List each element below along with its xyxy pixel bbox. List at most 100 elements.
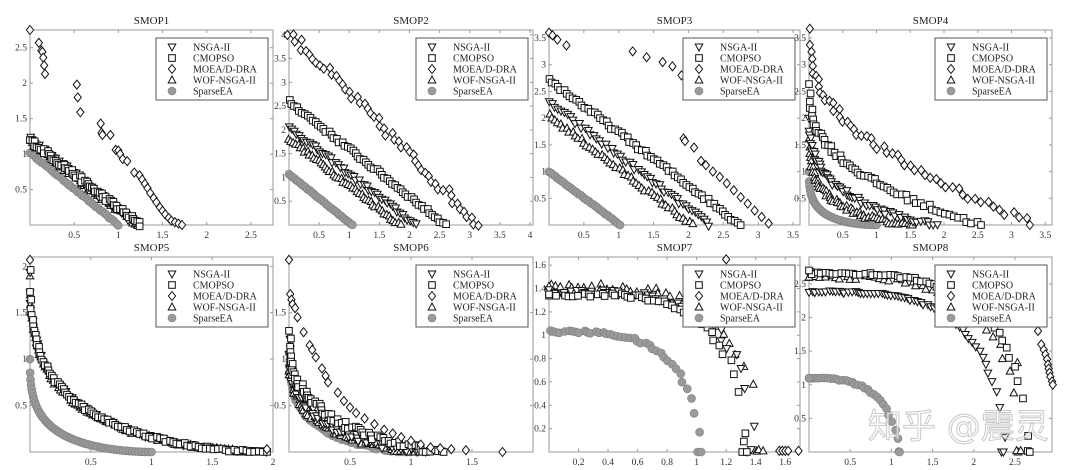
- data-point: [290, 302, 300, 314]
- x-tick-label: 0.5: [844, 458, 856, 468]
- data-point: [548, 30, 557, 41]
- data-point: [396, 431, 406, 443]
- legend-entry: WOF-NSGA-II: [167, 301, 256, 314]
- data-point: [900, 277, 910, 287]
- legend-entry: NSGA-II: [167, 43, 230, 54]
- legend-label: WOF-NSGA-II: [453, 76, 516, 87]
- subplot-smop2: SMOP2 0.5 1 1.5 2 2.5 3 3.5 4 0.5 1 1.5 2 2.5 3 3.5 4 NSG…: [274, 15, 534, 241]
- data-point: [842, 187, 852, 196]
- data-point: [718, 350, 727, 359]
- data-point: [665, 291, 675, 300]
- axes-box: [808, 256, 1053, 453]
- series-sparseea: [546, 326, 706, 457]
- x-tick-label: 1: [347, 231, 352, 241]
- data-point: [287, 334, 295, 343]
- legend-label: MOEA/D-DRA: [720, 292, 785, 303]
- data-point: [668, 61, 677, 72]
- legend-marker-icon: [946, 63, 956, 75]
- y-tick-label: 0.5: [794, 194, 806, 204]
- legend-label: CMOPSO: [720, 281, 761, 292]
- data-point: [910, 164, 919, 176]
- y-tick-label: 3: [801, 61, 806, 71]
- data-point: [661, 287, 671, 297]
- legend-marker-icon: [946, 86, 956, 96]
- legend-marker-icon: [694, 301, 704, 311]
- y-tick-label: 1.6: [534, 261, 546, 271]
- data-point: [879, 274, 889, 284]
- data-point: [562, 40, 571, 51]
- x-tick-label: 1: [616, 231, 621, 241]
- x-tick-label: 2: [204, 231, 209, 241]
- data-point: [749, 422, 759, 432]
- y-tick-label: 2: [801, 114, 806, 124]
- data-point: [339, 395, 349, 407]
- data-point: [98, 129, 107, 141]
- y-tick-label: 0.5: [534, 194, 546, 204]
- legend-label: CMOPSO: [972, 54, 1013, 65]
- series-sparseea: [804, 167, 881, 230]
- legend-entry: SparseEA: [427, 314, 494, 325]
- x-tick-label: 0.4: [602, 458, 614, 468]
- x-tick-label: 1: [889, 458, 894, 468]
- data-point: [672, 195, 683, 204]
- subplot-title: SMOP7: [657, 242, 693, 254]
- legend-marker-icon: [167, 290, 177, 302]
- series-sparseea: [544, 167, 625, 230]
- legend-entry: NSGA-II: [427, 43, 490, 54]
- data-point: [96, 118, 105, 129]
- plot-area: [25, 254, 272, 458]
- y-tick-label: 1: [22, 150, 27, 160]
- data-point: [436, 442, 445, 454]
- x-tick-label: 0.5: [344, 458, 356, 468]
- data-point: [1014, 212, 1024, 223]
- data-point: [390, 204, 401, 214]
- legend-label: NSGA-II: [453, 43, 490, 54]
- legend-marker-icon: [947, 54, 955, 62]
- legend-label: WOF-NSGA-II: [453, 303, 516, 314]
- data-point: [736, 221, 745, 229]
- data-point: [1005, 354, 1013, 362]
- data-point: [1033, 325, 1043, 337]
- data-point: [461, 444, 471, 456]
- data-point: [1025, 448, 1034, 456]
- data-point: [327, 69, 336, 80]
- data-point: [709, 336, 717, 345]
- data-point: [586, 292, 595, 301]
- legend-label: CMOPSO: [453, 54, 494, 65]
- y-tick-label: 1: [22, 355, 27, 365]
- data-point: [816, 163, 826, 173]
- y-tick-label: 0.5: [15, 186, 27, 196]
- legend-marker-icon: [427, 63, 437, 75]
- data-point: [893, 434, 903, 443]
- data-point: [390, 134, 399, 145]
- data-point: [73, 92, 82, 103]
- x-tick-label: 1: [874, 231, 879, 241]
- y-tick-label: 1: [281, 355, 286, 365]
- y-tick-label: 2.5: [274, 102, 286, 112]
- data-point: [607, 145, 617, 154]
- data-point: [925, 172, 935, 184]
- legend-entry: NSGA-II: [427, 270, 490, 281]
- data-point: [311, 351, 321, 363]
- series-sparseea: [25, 148, 123, 230]
- data-point: [895, 447, 904, 457]
- data-point: [379, 424, 389, 436]
- data-point: [283, 29, 292, 41]
- data-point: [27, 295, 35, 304]
- y-tick-label: 0.4: [534, 401, 546, 411]
- x-tick-label: 2.5: [717, 231, 729, 241]
- plot-area: [25, 24, 187, 231]
- series-nsga-ii: [544, 98, 714, 231]
- data-point: [963, 193, 972, 205]
- data-point: [396, 219, 406, 228]
- data-point: [353, 437, 363, 447]
- data-point: [442, 220, 450, 229]
- data-point: [285, 327, 293, 335]
- data-point: [757, 211, 766, 223]
- legend-marker-icon: [946, 301, 956, 311]
- y-tick-label: 2.5: [15, 44, 27, 54]
- legend-entry: WOF-NSGA-II: [694, 301, 783, 314]
- plot-area: [544, 27, 773, 231]
- series-sparseea: [804, 373, 904, 457]
